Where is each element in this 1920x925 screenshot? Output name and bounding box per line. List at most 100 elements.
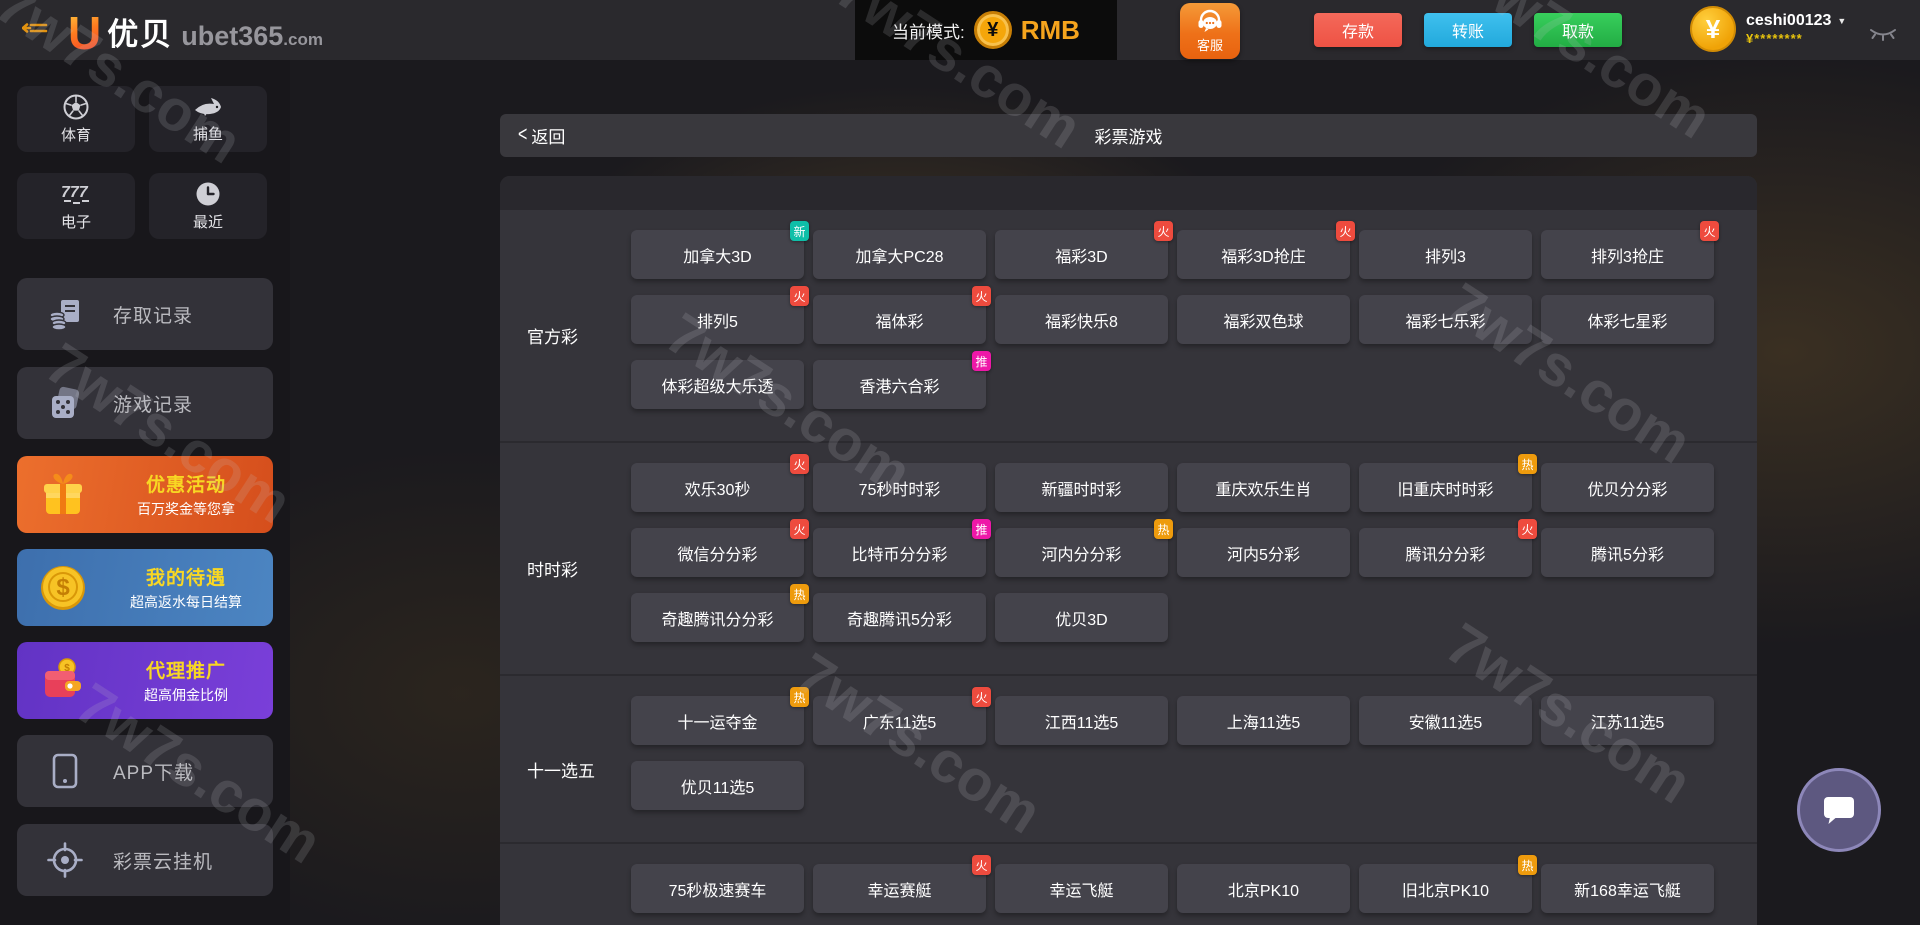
game-label: 优贝分分彩	[1587, 481, 1668, 499]
chat-float-button[interactable]	[1797, 768, 1881, 852]
customer-service-label: 客服	[1196, 37, 1223, 53]
balance-visibility-toggle[interactable]	[1868, 26, 1898, 47]
sidebar-promo-activity[interactable]: 优惠活动 百万奖金等您拿	[17, 456, 273, 533]
sidebar-tile-fishing[interactable]: 捕鱼	[149, 86, 267, 152]
hot-badge: 火	[972, 286, 991, 306]
hot-badge: 火	[1336, 221, 1355, 241]
game-button[interactable]: 75秒极速赛车	[631, 864, 804, 913]
sidebar-tile-recent[interactable]: 最近	[149, 173, 267, 239]
transfer-button[interactable]: 转账	[1424, 13, 1512, 47]
game-button[interactable]: 香港六合彩 推	[813, 351, 991, 409]
game-label: 福体彩	[875, 313, 924, 331]
game-button[interactable]: 优贝3D	[995, 593, 1168, 642]
avatar: ¥	[1690, 6, 1736, 52]
game-button[interactable]: 新疆时时彩	[995, 463, 1168, 512]
game-button[interactable]: 旧北京PK10 热	[1359, 855, 1537, 913]
sidebar-tile-slots[interactable]: 777 电子	[17, 173, 135, 239]
category-label: 时时彩	[527, 561, 578, 580]
game-label: 欢乐30秒	[684, 481, 751, 499]
sidebar-item-label: 游戏记录	[113, 394, 194, 416]
game-button[interactable]: 上海11选5	[1177, 696, 1350, 745]
game-button[interactable]: 福彩双色球	[1177, 295, 1350, 344]
menu-fold-icon	[22, 23, 48, 33]
game-button[interactable]: 微信分分彩 火	[631, 519, 809, 577]
game-button[interactable]: 重庆欢乐生肖	[1177, 463, 1350, 512]
game-label: 排列5	[697, 313, 738, 331]
lottery-panel: 官方彩 加拿大3D 新加拿大PC28 福彩3D 火福彩3D抢庄火 排列3 排列3抢庄火排列5…	[500, 176, 1757, 925]
game-button[interactable]: 体彩超级大乐透	[631, 360, 804, 409]
withdraw-button[interactable]: 取款	[1534, 13, 1622, 47]
sidebar-item-lottery-cloud[interactable]: 彩票云挂机	[17, 824, 273, 896]
category-label: 官方彩	[527, 328, 578, 347]
game-button[interactable]: 加拿大PC28	[813, 230, 986, 279]
game-label: 新168幸运飞艇	[1574, 882, 1681, 900]
hot-badge: 热	[790, 584, 809, 604]
game-button[interactable]: 腾讯5分彩	[1541, 528, 1714, 577]
game-button[interactable]: 幸运赛艇 火	[813, 855, 991, 913]
brand-logo[interactable]: U 优贝 ubet365 .com	[68, 6, 323, 59]
game-button[interactable]: 福彩3D 火	[995, 221, 1173, 279]
game-button[interactable]: 优贝11选5	[631, 761, 804, 810]
game-button[interactable]: 奇趣腾讯5分彩	[813, 593, 986, 642]
sidebar-item-app-download[interactable]: APP下载	[17, 735, 273, 807]
brand-site: ubet365	[181, 21, 284, 51]
game-button[interactable]: 江西11选5	[995, 696, 1168, 745]
game-button[interactable]: 广东11选5 火	[813, 687, 991, 745]
hot-badge: 热	[1154, 519, 1173, 539]
game-label: 优贝3D	[1055, 611, 1108, 629]
game-button[interactable]: 奇趣腾讯分分彩热	[631, 584, 809, 642]
game-button[interactable]: 排列3	[1359, 230, 1532, 279]
soccer-icon	[63, 94, 89, 119]
dice-icon	[52, 386, 80, 418]
game-button[interactable]: 腾讯分分彩 火	[1359, 519, 1537, 577]
coin-dollar-icon: $	[41, 565, 85, 610]
promo-subtitle: 超高返水每日结算	[130, 594, 242, 610]
game-button[interactable]: 十一运夺金 热	[631, 687, 809, 745]
chat-bubble-icon	[1824, 797, 1854, 824]
panel-header-strip	[500, 176, 1757, 210]
sidebar-tile-sports[interactable]: 体育	[17, 86, 135, 152]
game-button[interactable]: 福体彩 火	[813, 286, 991, 344]
game-button[interactable]: 优贝分分彩	[1541, 463, 1714, 512]
hot-badge: 火	[1700, 221, 1719, 241]
game-label: 微信分分彩	[677, 546, 758, 564]
game-button[interactable]: 75秒时时彩	[813, 463, 986, 512]
game-button[interactable]: 排列3抢庄 火	[1541, 221, 1719, 279]
game-button[interactable]: 幸运飞艇	[995, 864, 1168, 913]
sidebar-promo-agent[interactable]: $ 代理推广 超高佣金比例	[17, 642, 273, 719]
game-button[interactable]: 新168幸运飞艇	[1541, 864, 1714, 913]
customer-service-button[interactable]: 客服	[1180, 3, 1240, 59]
game-label: 排列3	[1425, 248, 1466, 266]
brand-u-icon: U	[68, 7, 102, 59]
deposit-button[interactable]: 存款	[1314, 13, 1402, 47]
game-label: 江苏11选5	[1590, 714, 1665, 732]
game-button[interactable]: 欢乐30秒 火	[631, 454, 809, 512]
game-button[interactable]: 福彩3D抢庄 火	[1177, 221, 1355, 279]
hot-badge: 火	[790, 519, 809, 539]
game-label: 广东11选5	[862, 714, 937, 732]
game-button[interactable]: 福彩快乐8	[995, 295, 1168, 344]
game-button[interactable]: 北京PK10	[1177, 864, 1350, 913]
game-button[interactable]: 河内分分彩 热	[995, 519, 1173, 577]
game-button[interactable]: 加拿大3D 新	[631, 221, 809, 279]
sidebar-item-game-records[interactable]: 游戏记录	[17, 367, 273, 439]
game-button[interactable]: 比特币分分彩 推	[813, 519, 991, 577]
game-button[interactable]: 河内5分彩	[1177, 528, 1350, 577]
headset-icon	[1198, 9, 1222, 32]
sidebar-item-transaction-records[interactable]: 存取记录	[17, 278, 273, 350]
game-button[interactable]: 福彩七乐彩	[1359, 295, 1532, 344]
sidebar-collapse-button[interactable]	[22, 20, 48, 40]
game-button[interactable]: 江苏11选5	[1541, 696, 1714, 745]
target-icon	[47, 842, 83, 878]
gift-icon	[44, 473, 82, 514]
game-button[interactable]: 体彩七星彩	[1541, 295, 1714, 344]
user-menu[interactable]: ¥ ceshi00123 ▼ ¥********	[1690, 6, 1846, 52]
game-label: 新疆时时彩	[1041, 481, 1122, 499]
game-button[interactable]: 排列5 火	[631, 286, 809, 344]
game-button[interactable]: 旧重庆时时彩 热	[1359, 454, 1537, 512]
back-button[interactable]: < 返回	[518, 123, 565, 148]
promo-title: 代理推广	[145, 661, 226, 682]
sidebar-promo-benefits[interactable]: $ 我的待遇 超高返水每日结算	[17, 549, 273, 626]
game-button[interactable]: 安徽11选5	[1359, 696, 1532, 745]
lottery-section: 十一选五 十一运夺金 热广东11选5 火江西11选5 上海11选5 安徽11选5 江苏11选…	[500, 676, 1757, 844]
